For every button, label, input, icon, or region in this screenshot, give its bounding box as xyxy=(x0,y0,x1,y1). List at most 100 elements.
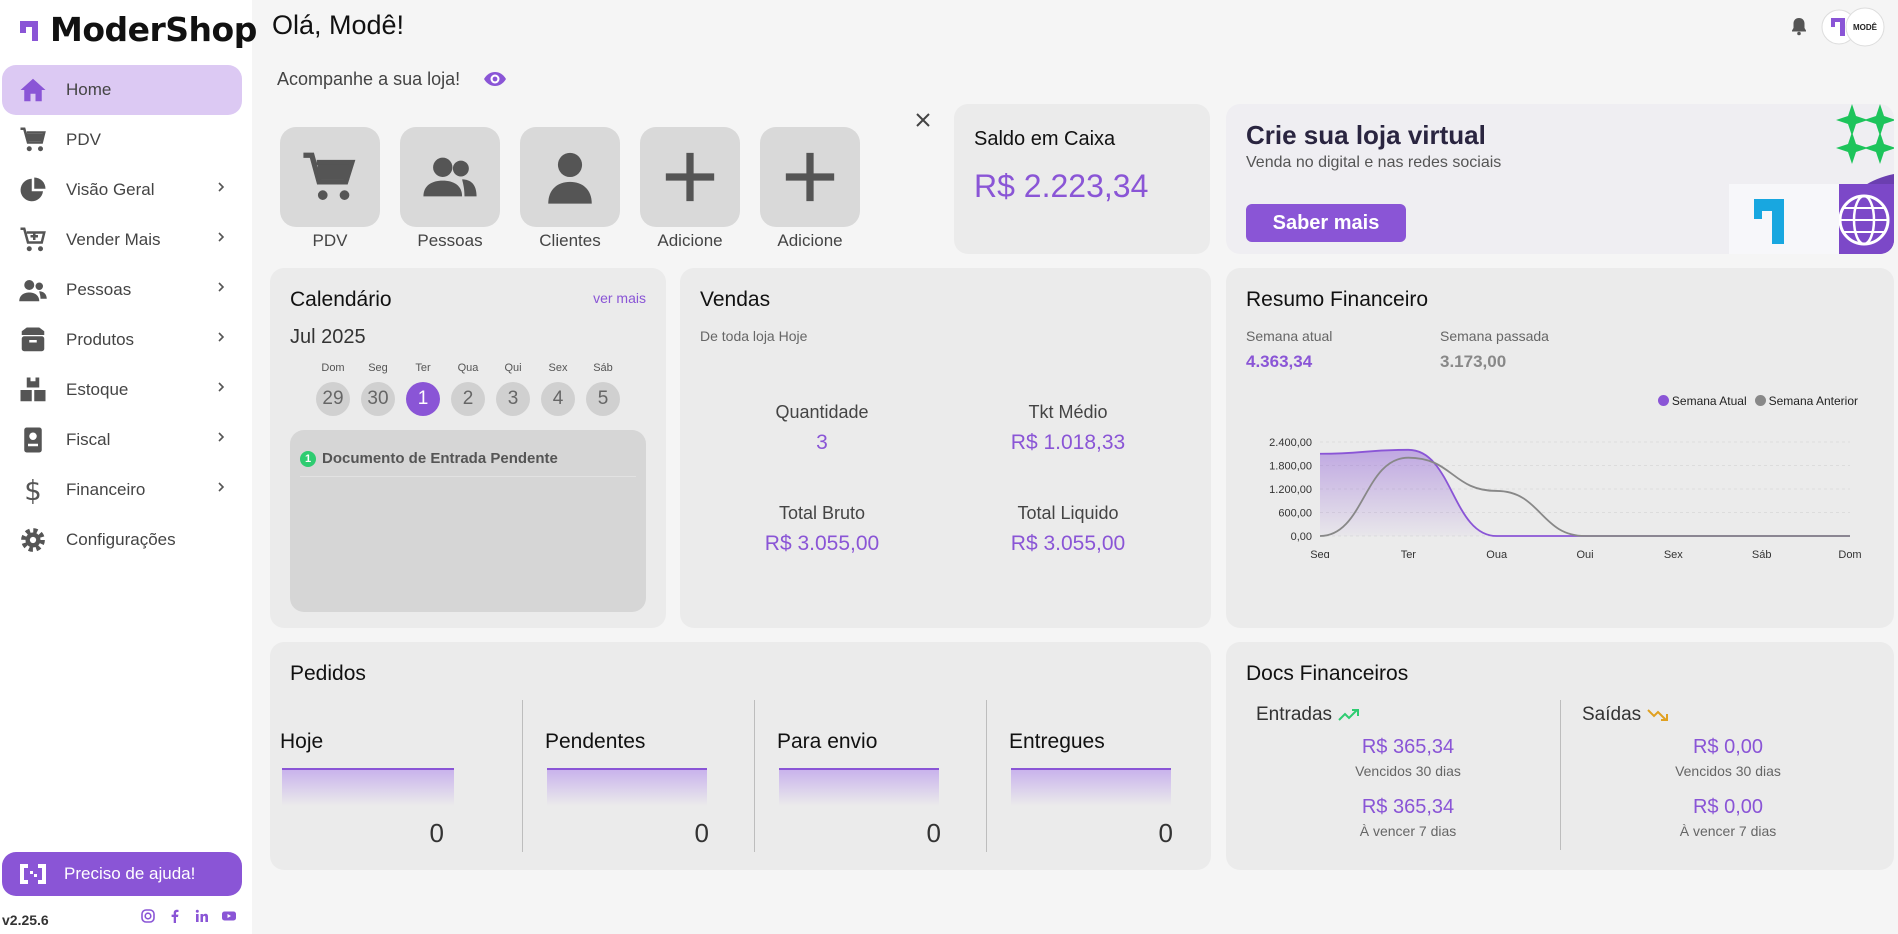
ver-mais-link[interactable]: ver mais xyxy=(593,290,646,306)
pedidos-bar xyxy=(547,768,707,806)
semana-atual: Semana atual 4.363,34 xyxy=(1246,328,1332,372)
x-tick-label: Qua xyxy=(1486,549,1508,558)
kpi-value: R$ 3.055,00 xyxy=(1010,532,1126,555)
sidebar-item-estoque[interactable]: Estoque xyxy=(2,365,242,415)
sidebar-item-visao-geral[interactable]: Visão Geral xyxy=(2,165,242,215)
pedidos-label: Pendentes xyxy=(545,730,646,753)
sidebar-item-vender-mais[interactable]: Vender Mais xyxy=(2,215,242,265)
shortcut-add-2[interactable]: Adicione xyxy=(760,127,860,251)
page-greeting: Olá, Modê! xyxy=(272,10,405,40)
sidebar-nav: Home PDV Visão Geral Vender Mais xyxy=(2,65,242,565)
shortcut-label: Pessoas xyxy=(417,231,483,250)
chevron-right-icon xyxy=(218,232,225,242)
sidebar-item-configuracoes[interactable]: Configurações xyxy=(2,515,242,565)
y-tick-label: 1.800,00 xyxy=(1269,461,1312,473)
linkedin-icon[interactable] xyxy=(194,908,210,924)
pedidos-title: Pedidos xyxy=(290,662,366,685)
facebook-icon[interactable] xyxy=(167,908,183,924)
docs-amount: R$ 0,00 xyxy=(1692,796,1764,818)
social-links xyxy=(140,908,237,924)
entradas-vencidos[interactable]: R$ 365,34 Vencidos 30 dias xyxy=(1308,736,1508,779)
shortcut-tile xyxy=(760,127,860,227)
divider xyxy=(986,700,987,852)
day-number[interactable]: 30 xyxy=(361,382,395,416)
sidebar-item-label: Home xyxy=(66,80,112,99)
bell-icon[interactable] xyxy=(1790,16,1808,36)
calendar-week: Dom 29 Seg 30 Ter 1 Qua 2 Qui 3 Sex 4 Sáb 5 xyxy=(314,362,622,416)
semana-passada-label: Semana passada xyxy=(1440,328,1549,344)
logo[interactable]: ModerShop xyxy=(18,10,257,49)
docs-caption: À vencer 7 dias xyxy=(1679,823,1777,839)
shortcut-tile xyxy=(640,127,740,227)
calendar-event[interactable]: 1 Documento de Entrada Pendente xyxy=(300,450,558,467)
sidebar-item-home[interactable]: Home xyxy=(2,65,242,115)
youtube-icon[interactable] xyxy=(221,908,237,924)
saldo-value: R$ 2.223,34 xyxy=(974,168,1149,204)
sidebar-item-fiscal[interactable]: Fiscal xyxy=(2,415,242,465)
shortcut-clientes[interactable]: Clientes xyxy=(520,127,620,251)
help-button[interactable]: Preciso de ajuda! xyxy=(2,852,242,896)
sidebar-item-label: Vender Mais xyxy=(66,230,161,249)
divider xyxy=(754,700,755,852)
shortcut-tile xyxy=(520,127,620,227)
day-number[interactable]: 4 xyxy=(541,382,575,416)
avatar[interactable]: MODÊ xyxy=(1820,6,1886,48)
cart-icon xyxy=(303,152,356,200)
pedidos-pendentes[interactable]: Pendentes 0 xyxy=(545,700,725,852)
y-tick-label: 600,00 xyxy=(1278,508,1312,520)
saidas-vencidos[interactable]: R$ 0,00 Vencidos 30 dias xyxy=(1628,736,1828,779)
pedidos-card: Pedidos Hoje 0 Pendentes 0 Para envio 0 … xyxy=(270,642,1211,870)
sidebar-item-pessoas[interactable]: Pessoas xyxy=(2,265,242,315)
kpi-label: Quantidade xyxy=(775,402,869,422)
legend-label: Semana Atual xyxy=(1671,394,1747,408)
vendas-title: Vendas xyxy=(700,288,771,311)
promo-banner[interactable]: Crie sua loja virtual Venda no digital e… xyxy=(1226,104,1894,254)
kpi-total-liquido: Total Liquido R$ 3.055,00 xyxy=(968,503,1168,556)
pedidos-value: 0 xyxy=(429,818,444,848)
close-icon[interactable] xyxy=(913,110,933,130)
eye-icon[interactable] xyxy=(482,68,508,90)
saldo-card: Saldo em Caixa R$ 2.223,34 xyxy=(954,104,1210,254)
instagram-icon[interactable] xyxy=(140,908,156,924)
sidebar-item-pdv[interactable]: PDV xyxy=(2,115,242,165)
pedidos-para-envio[interactable]: Para envio 0 xyxy=(777,700,957,852)
chevron-right-icon xyxy=(218,282,225,292)
kpi-quantidade: Quantidade 3 xyxy=(722,402,922,455)
legend-item[interactable]: Semana Atual xyxy=(1657,394,1747,408)
pedidos-hoje[interactable]: Hoje 0 xyxy=(280,700,460,852)
shortcut-pessoas[interactable]: Pessoas xyxy=(400,127,500,251)
pedidos-bar xyxy=(779,768,939,806)
event-label: Documento de Entrada Pendente xyxy=(322,450,558,467)
entradas-vencer[interactable]: R$ 365,34 À vencer 7 dias xyxy=(1308,796,1508,839)
legend-item[interactable]: Semana Anterior xyxy=(1754,394,1858,408)
resumo-title: Resumo Financeiro xyxy=(1246,288,1429,311)
home-icon xyxy=(16,75,50,105)
event-count-badge: 1 xyxy=(300,450,316,467)
pedidos-label: Hoje xyxy=(280,730,324,753)
sidebar-item-produtos[interactable]: Produtos xyxy=(2,315,242,365)
vendas-card: Vendas De toda loja Hoje Quantidade 3 Tk… xyxy=(680,268,1211,628)
kpi-value: R$ 3.055,00 xyxy=(764,532,880,555)
day-number[interactable]: 3 xyxy=(496,382,530,416)
cart-icon xyxy=(16,125,50,155)
sidebar: ModerShop Home PDV Visão Geral Vend xyxy=(0,0,257,934)
chevron-right-icon xyxy=(218,182,225,192)
shortcut-pdv[interactable]: PDV xyxy=(280,127,380,251)
saber-mais-button[interactable]: Saber mais xyxy=(1246,204,1406,242)
saldo-title: Saldo em Caixa xyxy=(974,128,1116,150)
trending-down-icon xyxy=(1647,709,1669,721)
pedidos-entregues[interactable]: Entregues 0 xyxy=(1009,700,1189,852)
shortcut-add-1[interactable]: Adicione xyxy=(640,127,740,251)
saidas-vencer[interactable]: R$ 0,00 À vencer 7 dias xyxy=(1628,796,1828,839)
day-number[interactable]: 2 xyxy=(451,382,485,416)
sidebar-item-financeiro[interactable]: $ Financeiro xyxy=(2,465,242,515)
docs-financeiros-card: Docs Financeiros Entradas Saídas R$ 365,… xyxy=(1226,642,1894,870)
day-number[interactable]: 5 xyxy=(586,382,620,416)
kpi-label: Tkt Médio xyxy=(1028,402,1108,422)
logo-text: ModerShop xyxy=(50,10,257,49)
person-icon xyxy=(548,152,592,204)
day-number[interactable]: 29 xyxy=(316,382,350,416)
docs-caption: Vencidos 30 dias xyxy=(1675,763,1781,779)
day-number-today[interactable]: 1 xyxy=(406,382,440,416)
chart-legend: Semana Atual Semana Anterior xyxy=(1657,394,1858,408)
